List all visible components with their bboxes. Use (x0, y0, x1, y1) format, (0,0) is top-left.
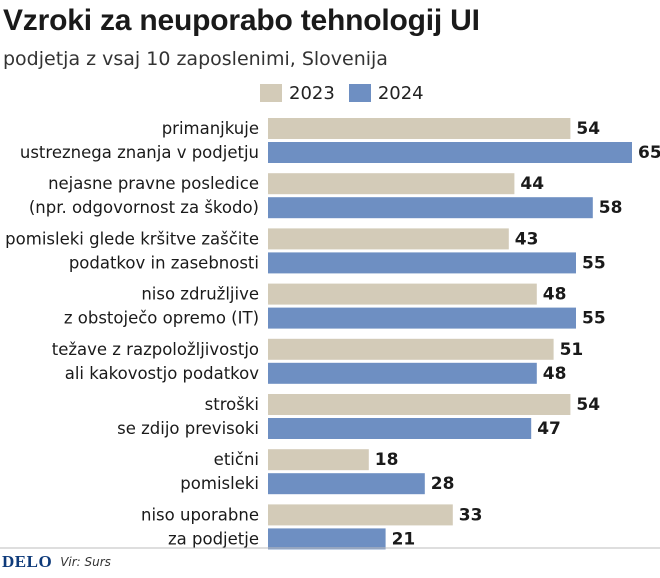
legend: 2023 2024 (260, 82, 438, 104)
value-label: 51 (560, 340, 584, 360)
value-label: 21 (392, 529, 416, 549)
bar-2023 (268, 394, 571, 415)
value-label: 55 (582, 253, 606, 273)
category-label: stroški (205, 395, 259, 414)
value-label: 47 (537, 419, 561, 439)
category-label: ustreznega znanja v podjetju (20, 143, 259, 162)
value-label: 55 (582, 309, 606, 329)
bar-2024 (268, 307, 576, 329)
category-label: etični (214, 450, 259, 469)
bar-2024 (268, 528, 386, 550)
bar-group: nejasne pravne posledice (npr. odgovornos… (29, 173, 623, 219)
category-label: primanjkuje (162, 119, 259, 138)
value-label: 43 (515, 229, 539, 249)
category-label: ali kakovostjo podatkov (65, 364, 259, 383)
value-label: 44 (520, 174, 544, 194)
value-label: 48 (543, 285, 567, 305)
category-label: (npr. odgovornost za škodo) (29, 198, 259, 217)
legend-swatch-2024 (348, 84, 371, 102)
value-label: 65 (638, 143, 660, 163)
bar-2023 (268, 338, 554, 360)
bar-group: težave z razpoložljivostjo ali kakovostjo… (52, 338, 584, 384)
category-label: pomisleki (180, 474, 259, 493)
bar-2024 (268, 418, 532, 439)
bar-group: niso uporabne za podjetje 33 21 (141, 504, 483, 550)
bar-2023 (268, 228, 509, 250)
legend-label-2024: 2024 (377, 82, 424, 104)
bar-2023 (268, 118, 571, 139)
footer: DELO Vir: Surs (2, 551, 111, 573)
bar-group: niso združljive z obstoječo opremo (IT) 48… (64, 283, 606, 329)
legend-swatch-2023 (260, 84, 282, 102)
value-label: 28 (431, 474, 455, 494)
bar-group: primanjkuje ustreznega znanja v podjetju 5… (20, 118, 660, 163)
category-label: z obstoječo opremo (IT) (64, 309, 259, 328)
bar-2024 (268, 362, 537, 384)
category-label: niso združljive (141, 285, 259, 304)
bar-2023 (268, 283, 537, 305)
category-label: za podjetje (168, 529, 259, 548)
value-label: 54 (576, 395, 600, 415)
value-label: 33 (459, 505, 483, 525)
bar-group: pomisleki glede kršitve zaščite podatkov … (5, 228, 606, 274)
bar-2023 (268, 173, 515, 195)
legend-item-2023: 2023 (260, 83, 335, 104)
bar-group: etični pomisleki 18 28 (180, 449, 455, 495)
category-label: podatkov in zasebnosti (69, 253, 259, 272)
category-label: nejasne pravne posledice (48, 174, 259, 193)
value-label: 54 (576, 119, 600, 139)
category-label: težave z razpoložljivostjo (52, 340, 259, 359)
category-label: niso uporabne (141, 505, 259, 524)
bar-2024 (268, 197, 593, 219)
legend-label-2023: 2023 (289, 82, 335, 104)
bar-2024 (268, 473, 425, 495)
chart-title: Vzroki za neuporabo tehnologij UI (3, 4, 480, 37)
category-label: pomisleki glede kršitve zaščite (5, 229, 259, 248)
value-label: 58 (599, 198, 623, 218)
brand-logo: DELO (2, 552, 53, 571)
bar-2024 (268, 142, 632, 163)
chart-subtitle: podjetja z vsaj 10 zaposlenimi, Slovenij… (3, 48, 388, 70)
category-label: se zdijo previsoki (117, 419, 259, 438)
legend-item-2024: 2024 (348, 82, 424, 104)
bar-group: stroški se zdijo previsoki 54 47 (117, 394, 600, 439)
bar-2023 (268, 449, 369, 471)
bar-2024 (268, 252, 576, 274)
value-label: 48 (543, 364, 567, 384)
value-label: 18 (375, 450, 399, 470)
bar-2023 (268, 504, 453, 526)
source-note: Vir: Surs (60, 555, 111, 569)
